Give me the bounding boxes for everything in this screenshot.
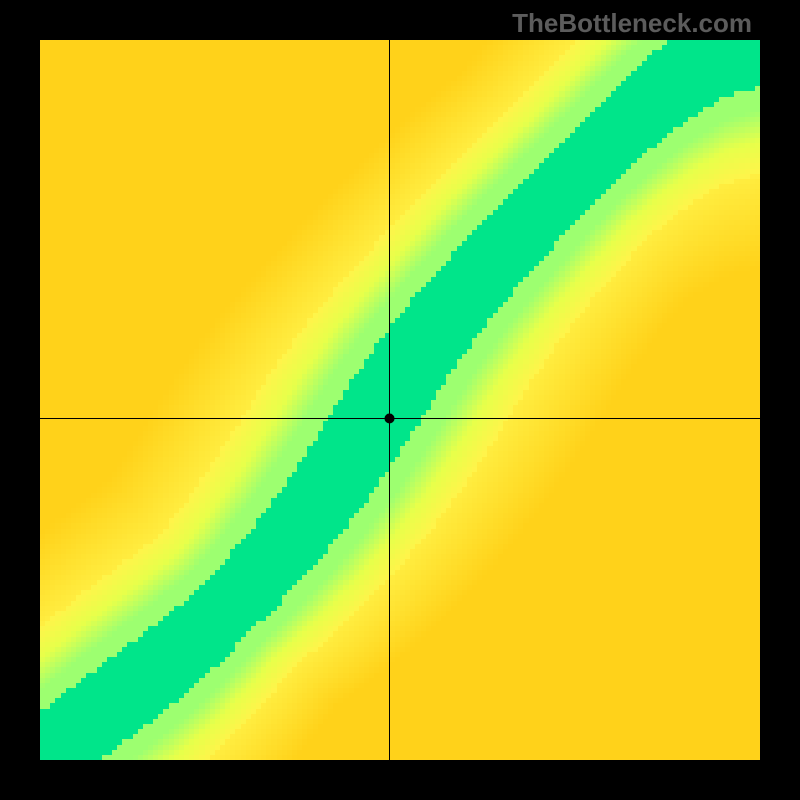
watermark-text: TheBottleneck.com <box>512 8 752 39</box>
chart-container: TheBottleneck.com <box>0 0 800 800</box>
bottleneck-heatmap <box>40 40 760 760</box>
